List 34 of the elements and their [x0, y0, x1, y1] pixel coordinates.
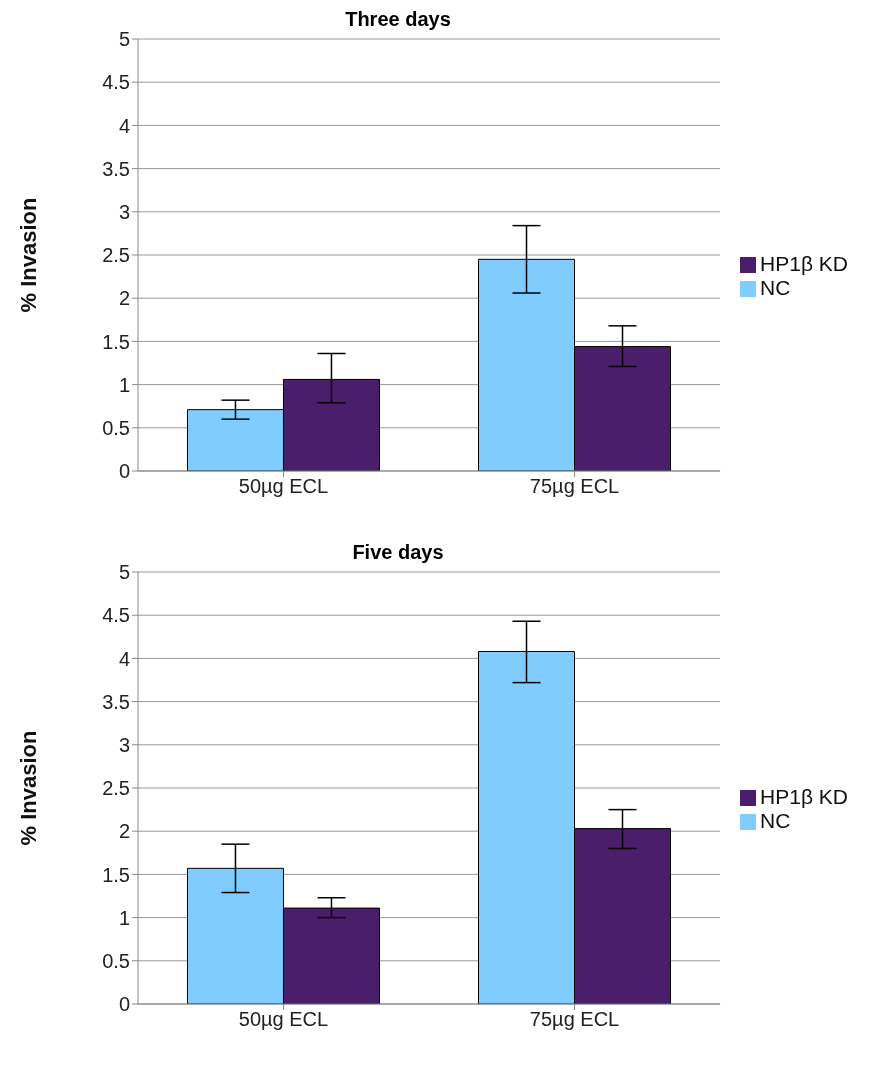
y-tick-label: 1.5 — [102, 863, 130, 886]
chart-title: Three days — [345, 8, 451, 30]
y-tick-label: 5 — [118, 28, 130, 51]
y-tick-label: 2.5 — [102, 777, 130, 800]
y-tick-label: 0 — [118, 993, 130, 1016]
legend-label: NC — [760, 276, 791, 299]
y-tick-label: 2 — [118, 820, 130, 843]
legend-label: HP1β KD — [760, 785, 848, 808]
y-tick-label: 4 — [118, 114, 130, 137]
y-tick-label: 3 — [118, 733, 130, 756]
y-tick-label: 0.5 — [102, 949, 130, 972]
y-tick-label: 1 — [118, 906, 130, 929]
y-tick-label: 3.5 — [102, 690, 130, 713]
x-tick-label: 75µg ECL — [529, 475, 620, 498]
legend-label: HP1β KD — [760, 252, 848, 275]
y-tick-label: 3 — [118, 200, 130, 223]
x-tick-label: 50µg ECL — [238, 475, 329, 498]
y-tick-label: 2 — [118, 287, 130, 310]
chart-title: Five days — [352, 541, 444, 563]
y-tick-label: 4 — [118, 647, 130, 670]
y-tick-label: 1.5 — [102, 330, 130, 353]
legend-label: NC — [760, 809, 791, 832]
y-tick-label: 4.5 — [102, 71, 130, 94]
y-axis-title: % Invasion — [15, 197, 41, 313]
y-tick-label: 4.5 — [102, 604, 130, 627]
x-tick-label: 75µg ECL — [529, 1008, 620, 1031]
y-tick-label: 0 — [118, 460, 130, 483]
x-tick-label: 50µg ECL — [238, 1008, 329, 1031]
y-tick-label: 1 — [118, 373, 130, 396]
y-tick-label: 0.5 — [102, 416, 130, 439]
y-tick-label: 5 — [118, 561, 130, 584]
y-tick-label: 3.5 — [102, 157, 130, 180]
y-tick-label: 2.5 — [102, 244, 130, 267]
y-axis-title: % Invasion — [15, 730, 41, 846]
